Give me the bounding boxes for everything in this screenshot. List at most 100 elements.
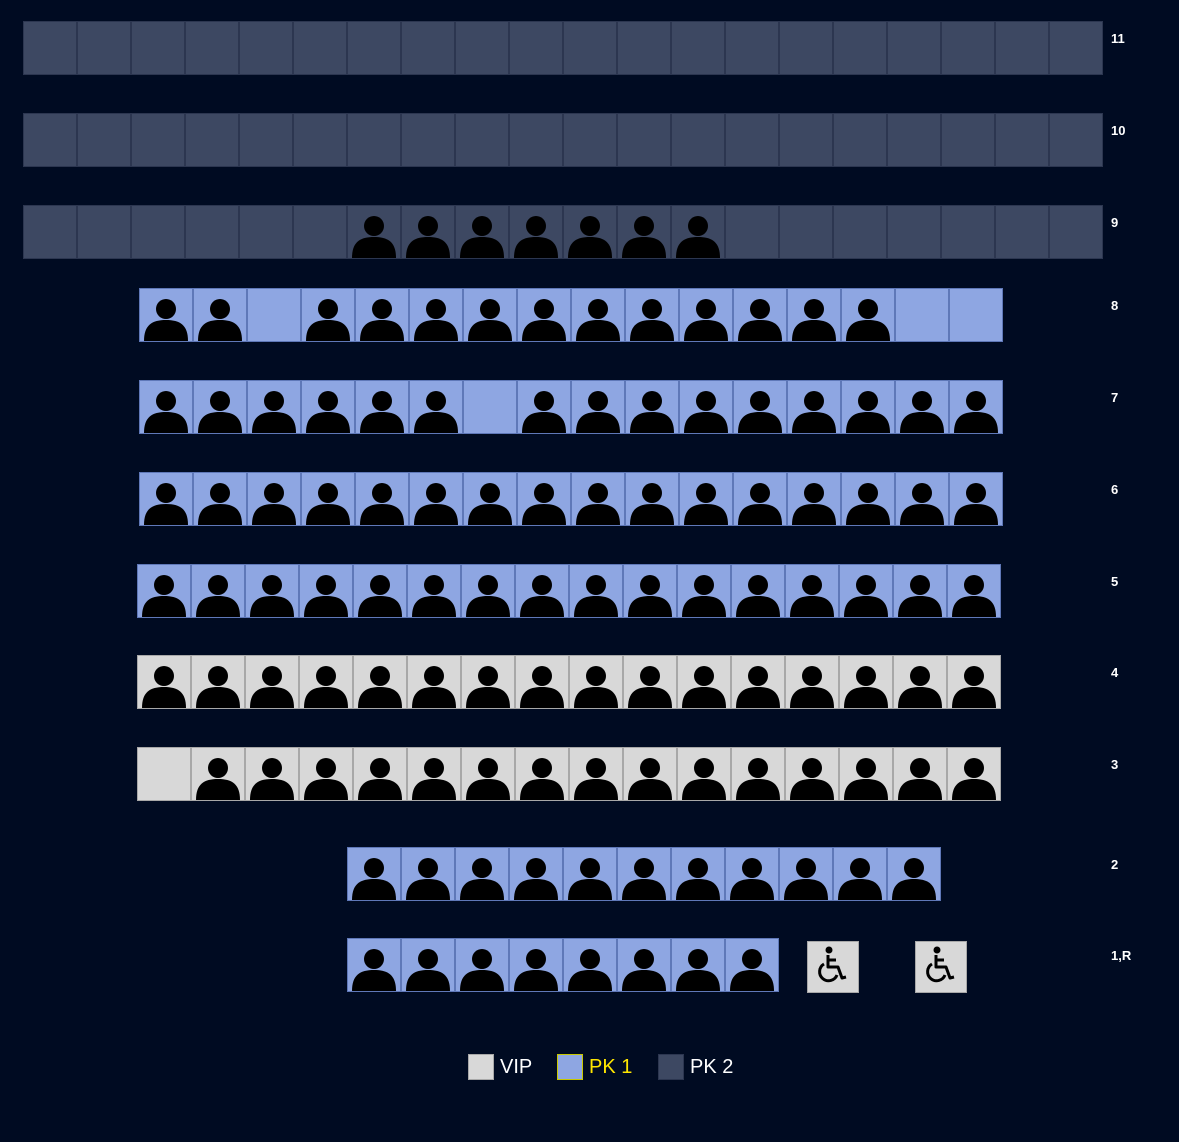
seat-occupied[interactable] [353,747,407,801]
seat-occupied[interactable] [455,847,509,901]
seat-occupied[interactable] [193,288,247,342]
seat-occupied[interactable] [841,472,895,526]
seat-occupied[interactable] [671,938,725,992]
seat-available[interactable] [401,113,455,167]
seat-available[interactable] [887,205,941,259]
seat-available[interactable] [887,21,941,75]
wheelchair-seat[interactable] [915,941,967,993]
seat-occupied[interactable] [679,380,733,434]
seat-occupied[interactable] [247,472,301,526]
seat-available[interactable] [293,21,347,75]
seat-occupied[interactable] [247,380,301,434]
seat-occupied[interactable] [517,380,571,434]
seat-available[interactable] [779,205,833,259]
seat-occupied[interactable] [193,380,247,434]
seat-occupied[interactable] [679,472,733,526]
seat-available[interactable] [725,205,779,259]
seat-available[interactable] [401,21,455,75]
seat-occupied[interactable] [887,847,941,901]
seat-occupied[interactable] [301,472,355,526]
seat-occupied[interactable] [509,938,563,992]
seat-available[interactable] [247,288,301,342]
seat-available[interactable] [23,205,77,259]
seat-available[interactable] [185,113,239,167]
seat-occupied[interactable] [355,288,409,342]
seat-occupied[interactable] [895,472,949,526]
seat-available[interactable] [137,747,191,801]
seat-occupied[interactable] [139,472,193,526]
seat-occupied[interactable] [409,472,463,526]
seat-available[interactable] [617,21,671,75]
seat-available[interactable] [239,21,293,75]
seat-available[interactable] [887,113,941,167]
seat-occupied[interactable] [839,655,893,709]
seat-available[interactable] [895,288,949,342]
seat-occupied[interactable] [245,747,299,801]
seat-available[interactable] [995,113,1049,167]
seat-occupied[interactable] [517,288,571,342]
seat-available[interactable] [77,21,131,75]
seat-occupied[interactable] [839,564,893,618]
seat-occupied[interactable] [569,747,623,801]
seat-occupied[interactable] [839,747,893,801]
seat-occupied[interactable] [509,847,563,901]
seat-available[interactable] [131,113,185,167]
seat-available[interactable] [833,113,887,167]
seat-occupied[interactable] [299,747,353,801]
seat-occupied[interactable] [949,380,1003,434]
seat-occupied[interactable] [725,847,779,901]
seat-occupied[interactable] [409,288,463,342]
seat-occupied[interactable] [947,655,1001,709]
seat-available[interactable] [23,21,77,75]
seat-occupied[interactable] [731,655,785,709]
seat-available[interactable] [833,205,887,259]
seat-occupied[interactable] [625,288,679,342]
seat-occupied[interactable] [137,655,191,709]
seat-available[interactable] [509,113,563,167]
seat-occupied[interactable] [355,380,409,434]
seat-occupied[interactable] [139,288,193,342]
seat-occupied[interactable] [893,564,947,618]
seat-occupied[interactable] [563,205,617,259]
seat-occupied[interactable] [463,288,517,342]
seat-available[interactable] [77,205,131,259]
legend-item-pk1[interactable]: PK 1 [557,1054,632,1080]
seat-available[interactable] [995,21,1049,75]
seat-occupied[interactable] [401,205,455,259]
seat-available[interactable] [995,205,1049,259]
seat-occupied[interactable] [347,938,401,992]
seat-available[interactable] [239,205,293,259]
seat-occupied[interactable] [347,847,401,901]
seat-occupied[interactable] [509,205,563,259]
seat-occupied[interactable] [353,655,407,709]
seat-occupied[interactable] [733,288,787,342]
seat-occupied[interactable] [731,564,785,618]
seat-occupied[interactable] [191,747,245,801]
seat-available[interactable] [77,113,131,167]
seat-occupied[interactable] [677,655,731,709]
seat-available[interactable] [293,113,347,167]
seat-available[interactable] [23,113,77,167]
seat-available[interactable] [293,205,347,259]
seat-available[interactable] [131,21,185,75]
seat-occupied[interactable] [787,472,841,526]
seat-available[interactable] [779,21,833,75]
seat-occupied[interactable] [515,564,569,618]
seat-occupied[interactable] [949,472,1003,526]
seat-occupied[interactable] [947,564,1001,618]
seat-occupied[interactable] [569,564,623,618]
seat-occupied[interactable] [779,847,833,901]
seat-available[interactable] [455,21,509,75]
seat-occupied[interactable] [193,472,247,526]
seat-occupied[interactable] [785,655,839,709]
seat-occupied[interactable] [455,205,509,259]
seat-occupied[interactable] [563,847,617,901]
seat-occupied[interactable] [355,472,409,526]
seat-occupied[interactable] [301,380,355,434]
seat-occupied[interactable] [617,938,671,992]
seat-available[interactable] [779,113,833,167]
seat-occupied[interactable] [353,564,407,618]
seat-occupied[interactable] [677,747,731,801]
seat-available[interactable] [725,21,779,75]
seat-occupied[interactable] [455,938,509,992]
